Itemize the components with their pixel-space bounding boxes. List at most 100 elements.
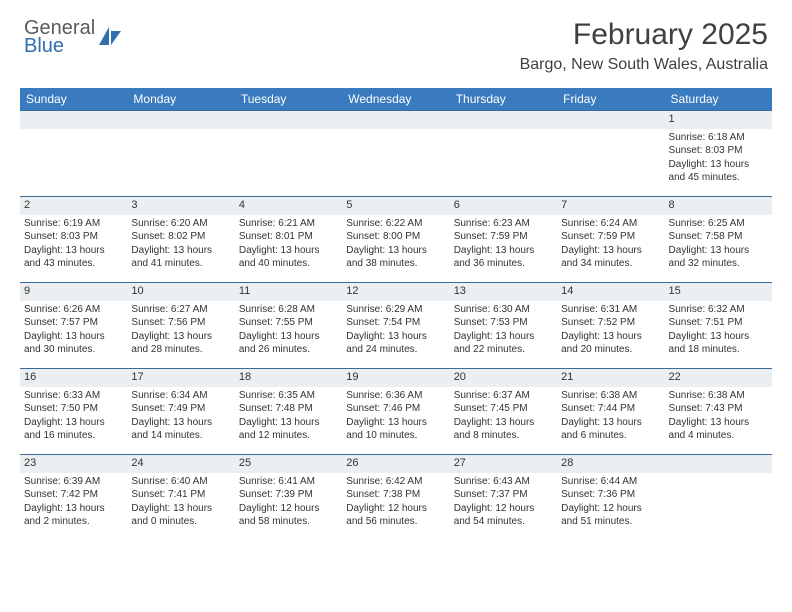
sunset-text: Sunset: 8:03 PM: [24, 230, 123, 244]
day-info-row: Sunrise: 6:19 AMSunset: 8:03 PM Daylight:…: [20, 215, 772, 283]
day-number-cell: 1: [665, 111, 772, 129]
day-number-cell: [557, 111, 664, 129]
day-info-cell: [665, 473, 772, 541]
logo-sail-icon: [99, 25, 125, 52]
day-number-cell: 28: [557, 455, 664, 473]
day-info-cell: Sunrise: 6:41 AMSunset: 7:39 PMDaylight:…: [235, 473, 342, 541]
day-number-cell: 22: [665, 369, 772, 387]
month-title: February 2025: [520, 18, 768, 52]
day-number-cell: 13: [450, 283, 557, 301]
day-info-cell: Sunrise: 6:31 AMSunset: 7:52 PMDaylight:…: [557, 301, 664, 369]
daylight-text: Daylight: 13 hours and 22 minutes.: [454, 330, 553, 357]
day-number-cell: 16: [20, 369, 127, 387]
day-info-cell: Sunrise: 6:19 AMSunset: 8:03 PMDaylight:…: [20, 215, 127, 283]
day-number-cell: [665, 455, 772, 473]
daylight-text: Daylight: 13 hours and 10 minutes.: [346, 416, 445, 443]
sunset-text: Sunset: 7:51 PM: [669, 316, 768, 330]
daylight-text: Daylight: 13 hours and 12 minutes.: [239, 416, 338, 443]
sunset-text: Sunset: 7:50 PM: [24, 402, 123, 416]
sunrise-text: Sunrise: 6:19 AM: [24, 217, 123, 231]
sunset-text: Sunset: 7:55 PM: [239, 316, 338, 330]
sunset-text: Sunset: 7:38 PM: [346, 488, 445, 502]
sunrise-text: Sunrise: 6:23 AM: [454, 217, 553, 231]
sunset-text: Sunset: 7:48 PM: [239, 402, 338, 416]
daylight-text: Daylight: 13 hours and 14 minutes.: [131, 416, 230, 443]
day-number-cell: 2: [20, 197, 127, 215]
sunset-text: Sunset: 7:42 PM: [24, 488, 123, 502]
day-info-row: Sunrise: 6:26 AMSunset: 7:57 PMDaylight:…: [20, 301, 772, 369]
daylight-text: Daylight: 13 hours and 6 minutes.: [561, 416, 660, 443]
daylight-text: Daylight: 13 hours and 32 minutes.: [669, 244, 768, 271]
day-number-cell: 7: [557, 197, 664, 215]
day-info-cell: Sunrise: 6:26 AMSunset: 7:57 PMDaylight:…: [20, 301, 127, 369]
sunrise-text: Sunrise: 6:20 AM: [131, 217, 230, 231]
sunset-text: Sunset: 7:45 PM: [454, 402, 553, 416]
day-number-row: 1: [20, 111, 772, 129]
calendar-header-row: SundayMondayTuesdayWednesdayThursdayFrid…: [20, 88, 772, 111]
sunset-text: Sunset: 7:56 PM: [131, 316, 230, 330]
sunrise-text: Sunrise: 6:24 AM: [561, 217, 660, 231]
day-number-cell: 20: [450, 369, 557, 387]
day-number-cell: 10: [127, 283, 234, 301]
weekday-header: Saturday: [665, 88, 772, 111]
sunrise-text: Sunrise: 6:22 AM: [346, 217, 445, 231]
calendar-table: SundayMondayTuesdayWednesdayThursdayFrid…: [20, 88, 772, 541]
sunset-text: Sunset: 7:59 PM: [561, 230, 660, 244]
day-number-cell: 11: [235, 283, 342, 301]
day-number-cell: 19: [342, 369, 449, 387]
sunset-text: Sunset: 7:44 PM: [561, 402, 660, 416]
day-info-cell: Sunrise: 6:30 AMSunset: 7:53 PMDaylight:…: [450, 301, 557, 369]
sunrise-text: Sunrise: 6:41 AM: [239, 475, 338, 489]
day-number-cell: 4: [235, 197, 342, 215]
sunrise-text: Sunrise: 6:29 AM: [346, 303, 445, 317]
day-number-cell: 23: [20, 455, 127, 473]
daylight-text: Daylight: 13 hours and 38 minutes.: [346, 244, 445, 271]
sunrise-text: Sunrise: 6:32 AM: [669, 303, 768, 317]
sunset-text: Sunset: 8:01 PM: [239, 230, 338, 244]
sunrise-text: Sunrise: 6:33 AM: [24, 389, 123, 403]
day-info-cell: Sunrise: 6:39 AMSunset: 7:42 PMDaylight:…: [20, 473, 127, 541]
daylight-text: Daylight: 12 hours and 56 minutes.: [346, 502, 445, 529]
day-number-cell: 21: [557, 369, 664, 387]
day-info-cell: [557, 129, 664, 197]
sunrise-text: Sunrise: 6:27 AM: [131, 303, 230, 317]
day-info-cell: Sunrise: 6:36 AMSunset: 7:46 PMDaylight:…: [342, 387, 449, 455]
sunrise-text: Sunrise: 6:36 AM: [346, 389, 445, 403]
sunrise-text: Sunrise: 6:35 AM: [239, 389, 338, 403]
day-info-cell: Sunrise: 6:32 AMSunset: 7:51 PMDaylight:…: [665, 301, 772, 369]
weekday-header: Sunday: [20, 88, 127, 111]
page-header: General Blue February 2025 Bargo, New So…: [0, 0, 792, 82]
sunrise-text: Sunrise: 6:21 AM: [239, 217, 338, 231]
daylight-text: Daylight: 13 hours and 2 minutes.: [24, 502, 123, 529]
day-info-cell: Sunrise: 6:43 AMSunset: 7:37 PMDaylight:…: [450, 473, 557, 541]
day-number-cell: [342, 111, 449, 129]
weekday-header: Tuesday: [235, 88, 342, 111]
sunset-text: Sunset: 7:49 PM: [131, 402, 230, 416]
day-number-cell: 25: [235, 455, 342, 473]
sunrise-text: Sunrise: 6:40 AM: [131, 475, 230, 489]
daylight-text: Daylight: 13 hours and 30 minutes.: [24, 330, 123, 357]
day-number-cell: 12: [342, 283, 449, 301]
sunset-text: Sunset: 7:58 PM: [669, 230, 768, 244]
day-info-cell: Sunrise: 6:20 AMSunset: 8:02 PMDaylight:…: [127, 215, 234, 283]
day-number-cell: 15: [665, 283, 772, 301]
day-info-cell: Sunrise: 6:42 AMSunset: 7:38 PMDaylight:…: [342, 473, 449, 541]
day-number-cell: 14: [557, 283, 664, 301]
day-number-cell: 3: [127, 197, 234, 215]
day-info-cell: Sunrise: 6:28 AMSunset: 7:55 PMDaylight:…: [235, 301, 342, 369]
day-info-cell: Sunrise: 6:22 AMSunset: 8:00 PMDaylight:…: [342, 215, 449, 283]
sunset-text: Sunset: 7:39 PM: [239, 488, 338, 502]
day-info-cell: Sunrise: 6:35 AMSunset: 7:48 PMDaylight:…: [235, 387, 342, 455]
day-number-row: 9101112131415: [20, 283, 772, 301]
day-info-row: Sunrise: 6:18 AMSunset: 8:03 PMDaylight:…: [20, 129, 772, 197]
weekday-header: Monday: [127, 88, 234, 111]
sunrise-text: Sunrise: 6:18 AM: [669, 131, 768, 145]
daylight-text: Daylight: 13 hours and 4 minutes.: [669, 416, 768, 443]
day-number-cell: 18: [235, 369, 342, 387]
sunset-text: Sunset: 7:59 PM: [454, 230, 553, 244]
sunset-text: Sunset: 7:52 PM: [561, 316, 660, 330]
day-number-cell: [20, 111, 127, 129]
daylight-text: Daylight: 13 hours and 20 minutes.: [561, 330, 660, 357]
sunrise-text: Sunrise: 6:31 AM: [561, 303, 660, 317]
daylight-text: Daylight: 13 hours and 24 minutes.: [346, 330, 445, 357]
